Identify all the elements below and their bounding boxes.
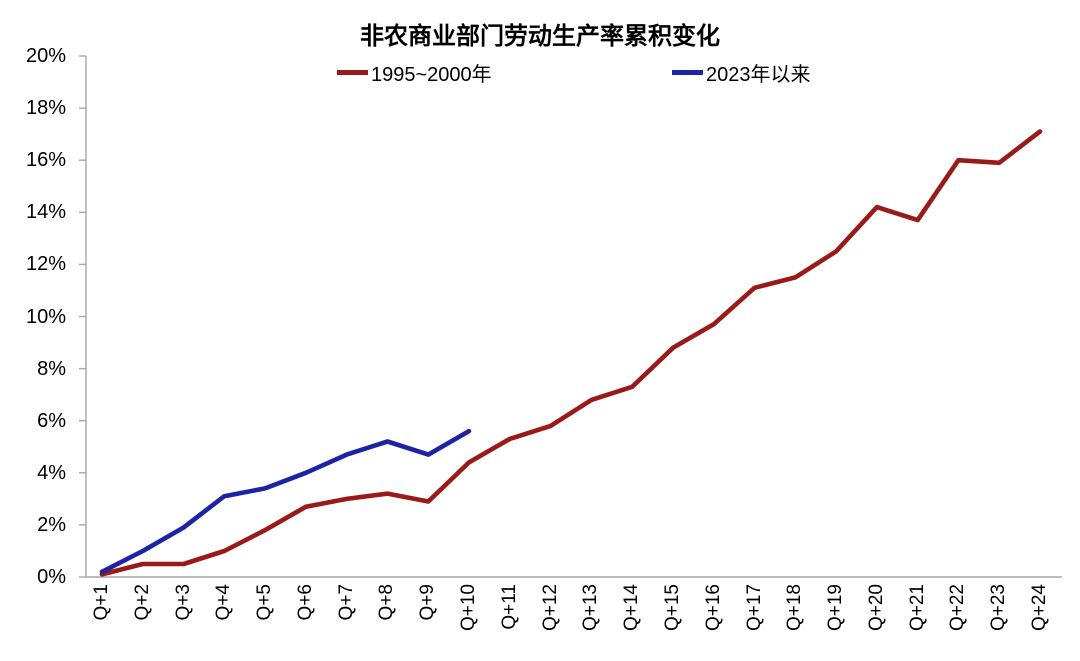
x-axis-tick-label-text: Q+21 — [906, 584, 928, 632]
y-axis-tick-label: 16% — [25, 149, 66, 172]
x-axis-tick-label-text: Q+18 — [784, 584, 806, 632]
y-axis-tick-label: 14% — [25, 201, 66, 224]
x-axis-tick-label-text: Q+6 — [294, 584, 316, 621]
y-axis-tick-label: 12% — [25, 253, 66, 276]
legend-label: 1995~2000年 — [371, 63, 492, 86]
x-axis-tick-label-text: Q+16 — [702, 584, 724, 632]
y-axis-tick-label: 6% — [37, 409, 66, 432]
x-axis-tick-label-text: Q+23 — [988, 584, 1010, 632]
x-axis-tick-label-text: Q+10 — [458, 584, 480, 632]
x-axis-tick-label-text: Q+17 — [743, 584, 765, 632]
x-axis-tick-label-text: Q+7 — [335, 584, 357, 621]
x-axis-tick-label-text: Q+22 — [947, 584, 969, 632]
series-line-1995-2000 — [99, 129, 1043, 577]
chart-title: 非农商业部门劳动生产率累积变化 — [360, 23, 720, 50]
x-axis-tick-label-text: Q+4 — [213, 584, 235, 621]
y-axis-tick-label: 20% — [25, 45, 66, 67]
y-axis-tick-label: 0% — [37, 566, 66, 588]
x-axis-tick-label-text: Q+5 — [254, 584, 276, 621]
legend-line-swatch-blue — [672, 69, 703, 75]
x-axis-tick-label-text: Q+8 — [376, 584, 398, 621]
legend-item-2023: 2023年以来 — [672, 60, 811, 86]
y-axis-tick-label: 10% — [25, 305, 66, 328]
legend-line-swatch-red — [337, 69, 368, 75]
x-axis-tick-label-text: Q+12 — [539, 584, 561, 632]
x-axis-tick-label-text: Q+11 — [498, 584, 520, 630]
x-axis-tick-label-text: Q+9 — [417, 584, 439, 621]
y-axis-tick-label: 18% — [25, 97, 66, 120]
x-axis-tick-label-text: Q+20 — [865, 584, 887, 632]
x-axis-tick-label-text: Q+19 — [825, 584, 847, 632]
y-axis-tick-label: 4% — [37, 461, 66, 484]
x-axis-tick-label-text: Q+2 — [131, 584, 153, 621]
y-axis-tick-label: 8% — [37, 357, 66, 380]
x-axis-tick-label-text: Q+14 — [621, 584, 643, 632]
legend-item-1995-2000: 1995~2000年 — [337, 60, 492, 86]
axis-lines — [85, 56, 1062, 578]
x-axis-tick-label-text: Q+24 — [1029, 584, 1050, 632]
y-axis-tick-label: 2% — [37, 513, 66, 536]
x-axis-tick-label-text: Q+3 — [172, 584, 194, 621]
legend-label: 2023年以来 — [706, 63, 811, 86]
x-axis-tick-label-text: Q+13 — [580, 584, 602, 632]
series-line-2023 — [99, 428, 472, 575]
x-axis-tick-label-text: Q+15 — [661, 584, 683, 632]
x-axis-tick-label-text: Q+1 — [91, 584, 112, 621]
